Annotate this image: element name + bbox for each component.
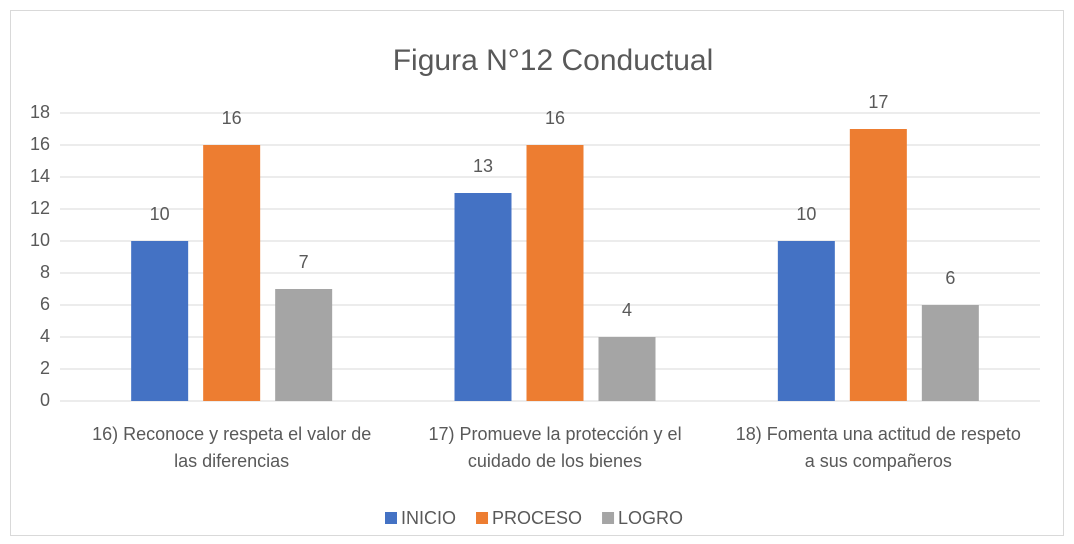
y-tick-label: 4 xyxy=(40,326,50,346)
bar xyxy=(777,241,835,401)
y-tick-label: 14 xyxy=(30,166,50,186)
y-tick-label: 16 xyxy=(30,134,50,154)
data-label: 16 xyxy=(222,108,242,128)
y-tick-label: 0 xyxy=(40,390,50,410)
data-label: 7 xyxy=(299,252,309,272)
bar xyxy=(454,193,512,401)
y-tick-label: 2 xyxy=(40,358,50,378)
data-label: 16 xyxy=(545,108,565,128)
bar xyxy=(598,337,656,401)
data-label: 10 xyxy=(796,204,816,224)
data-label: 6 xyxy=(945,268,955,288)
data-label: 13 xyxy=(473,156,493,176)
legend-swatch xyxy=(476,512,489,524)
legend-swatch xyxy=(385,512,397,524)
y-tick-label: 18 xyxy=(30,102,50,122)
legend-label: LOGRO xyxy=(618,508,683,528)
legend-label: INICIO xyxy=(401,508,456,528)
legend-label: PROCESO xyxy=(492,508,582,528)
bar xyxy=(275,289,333,401)
y-tick-label: 6 xyxy=(40,294,50,314)
bar xyxy=(849,129,907,401)
x-tick-label: 17) Promueve la protección y el cuidado … xyxy=(428,424,682,471)
bar xyxy=(203,145,261,401)
bar xyxy=(921,305,979,401)
legend-swatch xyxy=(602,512,615,524)
y-tick-label: 10 xyxy=(30,230,50,250)
bar xyxy=(131,241,189,401)
x-tick-label: 18) Fomenta una actitud de respeto a sus… xyxy=(735,424,1021,471)
data-label: 4 xyxy=(622,300,632,320)
y-tick-label: 8 xyxy=(40,262,50,282)
data-label: 10 xyxy=(150,204,170,224)
data-label: 17 xyxy=(868,92,888,112)
bar xyxy=(526,145,584,401)
y-tick-label: 12 xyxy=(30,198,50,218)
x-tick-label: 16) Reconoce y respeta el valor de las d… xyxy=(92,424,372,471)
chart-title: Figura N°12 Conductual xyxy=(393,44,714,77)
